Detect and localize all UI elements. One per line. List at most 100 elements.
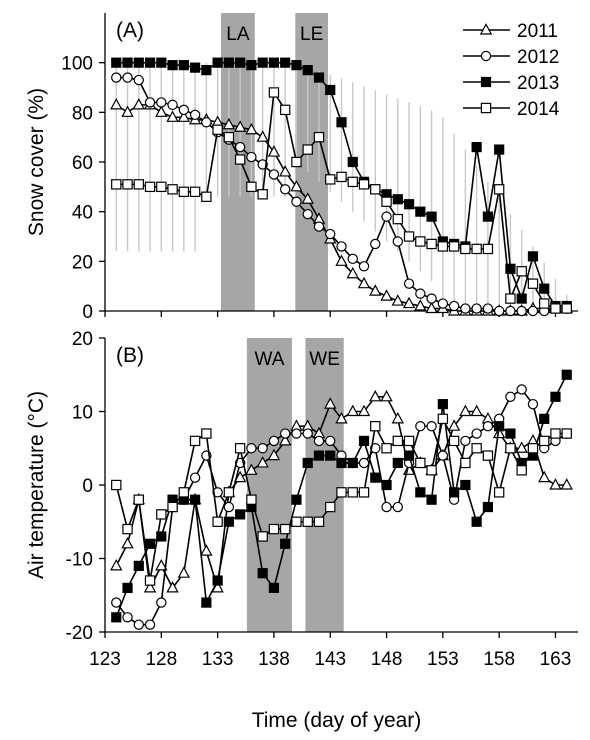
data-point-2011 xyxy=(132,98,145,110)
data-point-2013 xyxy=(482,501,494,513)
data-point-2012 xyxy=(279,184,291,195)
data-point-2012 xyxy=(189,472,201,483)
data-point-2012 xyxy=(291,196,302,207)
data-point-2011 xyxy=(290,179,303,192)
data-point-2013 xyxy=(347,457,358,469)
data-point-2014 xyxy=(426,465,437,476)
data-point-2013 xyxy=(325,84,336,96)
data-point-2014 xyxy=(111,479,122,491)
y-tick-label: 0 xyxy=(82,302,93,323)
data-point-2013 xyxy=(133,57,144,68)
data-point-2012 xyxy=(516,384,527,395)
legend-item-2013: 2013 xyxy=(463,73,559,94)
data-point-2012 xyxy=(156,97,167,108)
data-point-2011 xyxy=(177,110,191,122)
y-tick-label: 0 xyxy=(82,476,93,497)
data-point-2014 xyxy=(358,179,370,190)
series-a-2014 xyxy=(111,87,572,314)
data-point-2011 xyxy=(301,192,314,204)
data-point-2013 xyxy=(257,568,268,579)
data-point-2011 xyxy=(470,404,483,417)
data-point-2014 xyxy=(392,213,404,225)
data-point-2011 xyxy=(447,419,461,431)
data-point-2012 xyxy=(336,241,347,252)
data-point-2013 xyxy=(325,450,336,461)
data-point-2014 xyxy=(189,435,201,447)
data-point-2011 xyxy=(357,276,371,289)
data-point-2011 xyxy=(549,478,562,490)
data-point-2014 xyxy=(403,231,415,242)
data-point-2011 xyxy=(459,404,472,417)
data-point-2012 xyxy=(437,298,449,309)
data-point-2011 xyxy=(538,470,551,483)
data-point-2014 xyxy=(471,243,482,255)
y-tick-label: 10 xyxy=(72,403,93,424)
data-point-2012 xyxy=(201,117,212,128)
data-point-2013 xyxy=(144,538,156,549)
data-point-2011 xyxy=(110,98,123,110)
data-point-2012 xyxy=(370,443,381,454)
data-point-2011 xyxy=(425,301,438,314)
series-b-2014 xyxy=(111,413,572,586)
data-point-2013 xyxy=(257,57,268,68)
data-point-2011 xyxy=(324,397,337,409)
legend-label: 2013 xyxy=(517,73,559,94)
data-point-2012 xyxy=(527,398,539,410)
band-label-la: LA xyxy=(226,24,250,45)
data-point-2013 xyxy=(189,62,201,73)
data-point-2014 xyxy=(223,487,235,498)
data-point-2014 xyxy=(516,266,527,277)
data-point-2011 xyxy=(256,456,269,468)
x-tick-label: 123 xyxy=(89,649,121,670)
x-tick-label: 158 xyxy=(483,649,515,670)
data-point-2014 xyxy=(482,243,494,255)
y-tick-label: 20 xyxy=(72,252,93,273)
data-point-2014 xyxy=(347,176,358,188)
data-point-2013 xyxy=(527,251,539,262)
data-point-2013 xyxy=(381,479,392,491)
data-point-2014 xyxy=(358,487,370,498)
data-point-2014 xyxy=(493,487,505,498)
y-tick-label: 80 xyxy=(72,103,93,124)
data-point-2012 xyxy=(505,391,516,402)
data-point-2013 xyxy=(437,399,448,410)
x-tick-label: 153 xyxy=(427,649,459,670)
data-point-2013 xyxy=(313,450,325,461)
data-point-2013 xyxy=(358,435,370,446)
data-point-2011 xyxy=(222,117,236,130)
data-point-2011 xyxy=(121,105,134,117)
data-point-2013 xyxy=(268,57,280,68)
data-point-2012 xyxy=(133,619,144,630)
data-point-2011 xyxy=(402,296,416,309)
data-point-2012 xyxy=(156,597,167,608)
data-point-2014 xyxy=(133,494,144,505)
data-point-2011 xyxy=(256,130,269,142)
data-point-2012 xyxy=(144,619,156,630)
data-point-2014 xyxy=(325,501,336,513)
data-point-2012 xyxy=(178,104,190,116)
legend-label: 2011 xyxy=(517,21,558,42)
data-point-2014 xyxy=(178,487,190,498)
y-tick-label: 60 xyxy=(72,153,93,174)
data-point-2014 xyxy=(448,241,460,252)
data-point-2012 xyxy=(460,435,471,447)
data-point-2013 xyxy=(426,211,437,222)
data-point-2014 xyxy=(144,575,156,586)
panel-label-a: (A) xyxy=(116,19,144,42)
data-point-2013 xyxy=(178,60,189,71)
data-point-2014 xyxy=(505,293,516,304)
data-point-2013 xyxy=(336,117,347,128)
legend-item-2011: 2011 xyxy=(463,21,558,42)
data-point-2013 xyxy=(539,283,550,294)
data-point-2012 xyxy=(448,300,460,312)
data-point-2012 xyxy=(144,97,156,108)
data-point-2012 xyxy=(347,253,358,265)
x-axis-title: Time (day of year) xyxy=(252,709,422,732)
data-point-2011 xyxy=(515,441,528,453)
data-point-2012 xyxy=(381,501,392,513)
data-point-2014 xyxy=(156,509,167,520)
data-point-2011 xyxy=(369,284,382,296)
data-point-2014 xyxy=(212,124,223,135)
data-point-2011 xyxy=(166,581,179,593)
data-point-2011 xyxy=(233,470,247,483)
